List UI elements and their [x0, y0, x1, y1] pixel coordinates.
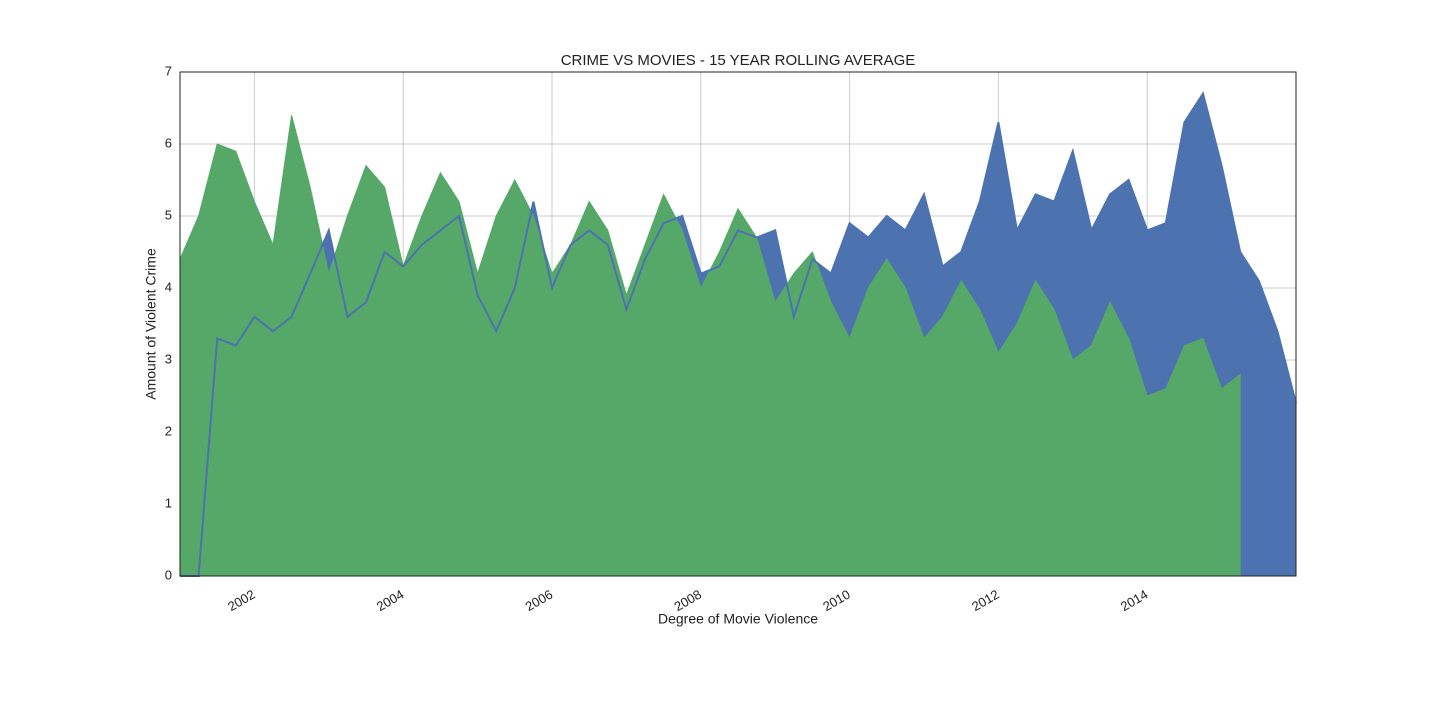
area — [179, 115, 1241, 577]
line — [180, 91, 1297, 577]
y-tick-label: 5 — [165, 207, 172, 222]
x-tick-label: 2010 — [820, 587, 853, 614]
y-tick-label: 4 — [165, 279, 172, 294]
x-tick-label: 2012 — [969, 587, 1002, 614]
y-tick-label: 7 — [165, 63, 172, 78]
x-tick-label: 2006 — [523, 587, 556, 614]
y-tick-label: 1 — [165, 495, 172, 510]
y-tick-label: 0 — [165, 567, 172, 582]
x-axis-label: Degree of Movie Violence — [658, 611, 818, 627]
y-axis-label: Amount of Violent Crime — [143, 248, 159, 400]
x-tick-label: 2002 — [225, 587, 258, 614]
y-tick-label: 6 — [165, 135, 172, 150]
x-tick-label: 2004 — [374, 587, 407, 614]
y-tick-label: 3 — [165, 351, 172, 366]
y-tick-label: 2 — [165, 423, 172, 438]
plot-frame — [179, 71, 1297, 577]
chart-title: CRIME VS MOVIES - 15 YEAR ROLLING AVERAG… — [561, 52, 916, 69]
x-tick-label: 2014 — [1118, 587, 1151, 614]
